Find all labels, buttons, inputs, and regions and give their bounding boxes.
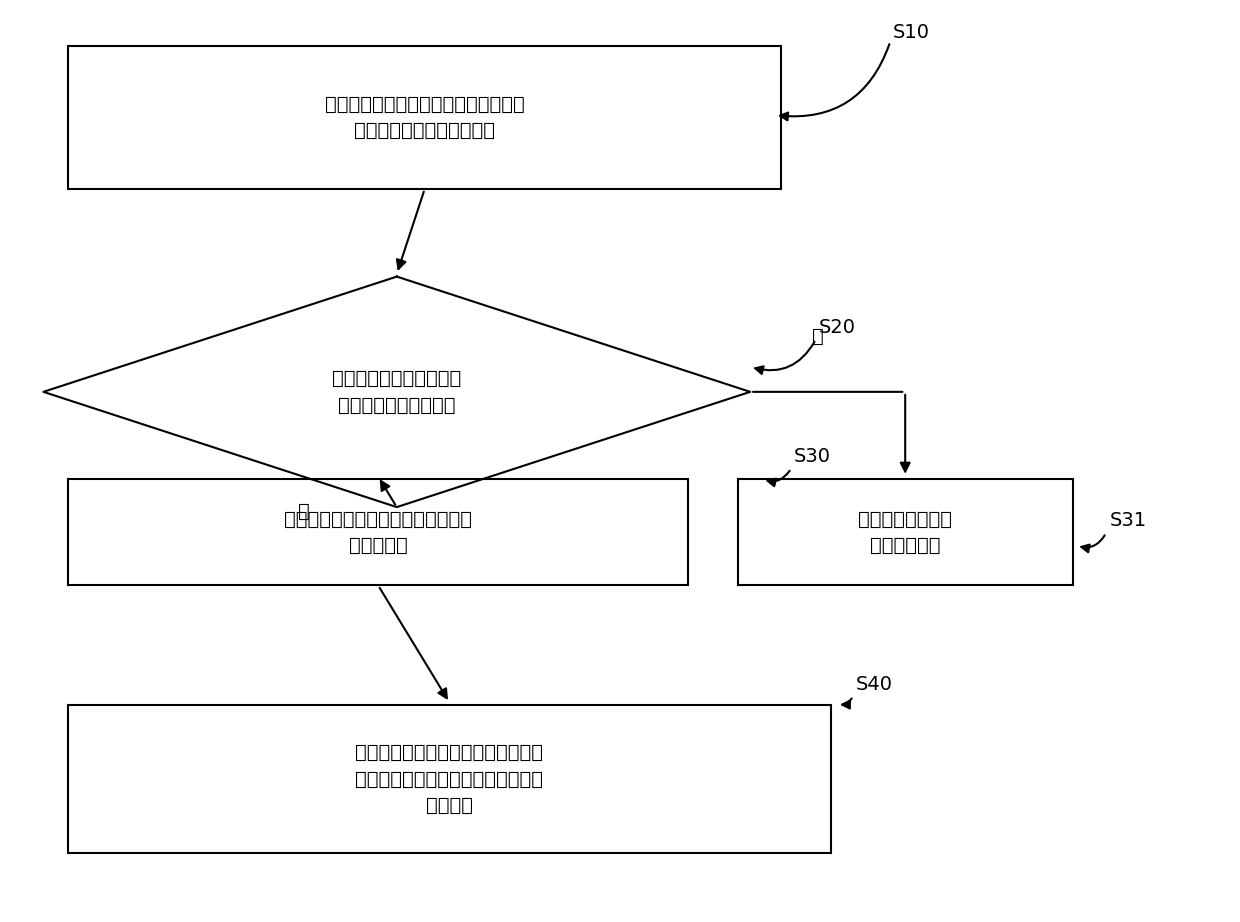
Text: S10: S10 bbox=[893, 23, 930, 41]
Text: 否: 否 bbox=[812, 327, 823, 346]
Text: 判断初次调谐信号的驻波
比是否大于预设的阈值: 判断初次调谐信号的驻波 比是否大于预设的阈值 bbox=[332, 369, 461, 415]
Text: S40: S40 bbox=[856, 675, 893, 693]
FancyArrowPatch shape bbox=[1081, 536, 1105, 552]
Text: 通过最佳匹配调谐网络参数对所述初
次调谐信号进行再次调谐，并从天线
发射出去: 通过最佳匹配调谐网络参数对所述初 次调谐信号进行再次调谐，并从天线 发射出去 bbox=[356, 743, 543, 815]
FancyArrowPatch shape bbox=[768, 471, 790, 486]
Text: 逐步驱动调谐网络，获得最佳匹配调
谐网络参数: 逐步驱动调谐网络，获得最佳匹配调 谐网络参数 bbox=[284, 510, 472, 555]
FancyArrowPatch shape bbox=[755, 342, 815, 374]
Text: S31: S31 bbox=[1110, 512, 1147, 530]
FancyArrowPatch shape bbox=[842, 699, 852, 708]
Text: 接收放大器输出的信号，并通过调谐网
络对所述信号进行初次调谐: 接收放大器输出的信号，并通过调谐网 络对所述信号进行初次调谐 bbox=[325, 95, 525, 140]
Bar bbox=[68, 479, 688, 585]
Bar bbox=[68, 46, 781, 189]
Bar bbox=[738, 479, 1073, 585]
Text: 将所述信号直接从
天线发射出去: 将所述信号直接从 天线发射出去 bbox=[858, 510, 952, 555]
Text: 是: 是 bbox=[298, 502, 310, 521]
FancyArrowPatch shape bbox=[780, 44, 889, 120]
Bar bbox=[68, 705, 831, 853]
Text: S30: S30 bbox=[794, 447, 831, 466]
Text: S20: S20 bbox=[818, 318, 856, 337]
